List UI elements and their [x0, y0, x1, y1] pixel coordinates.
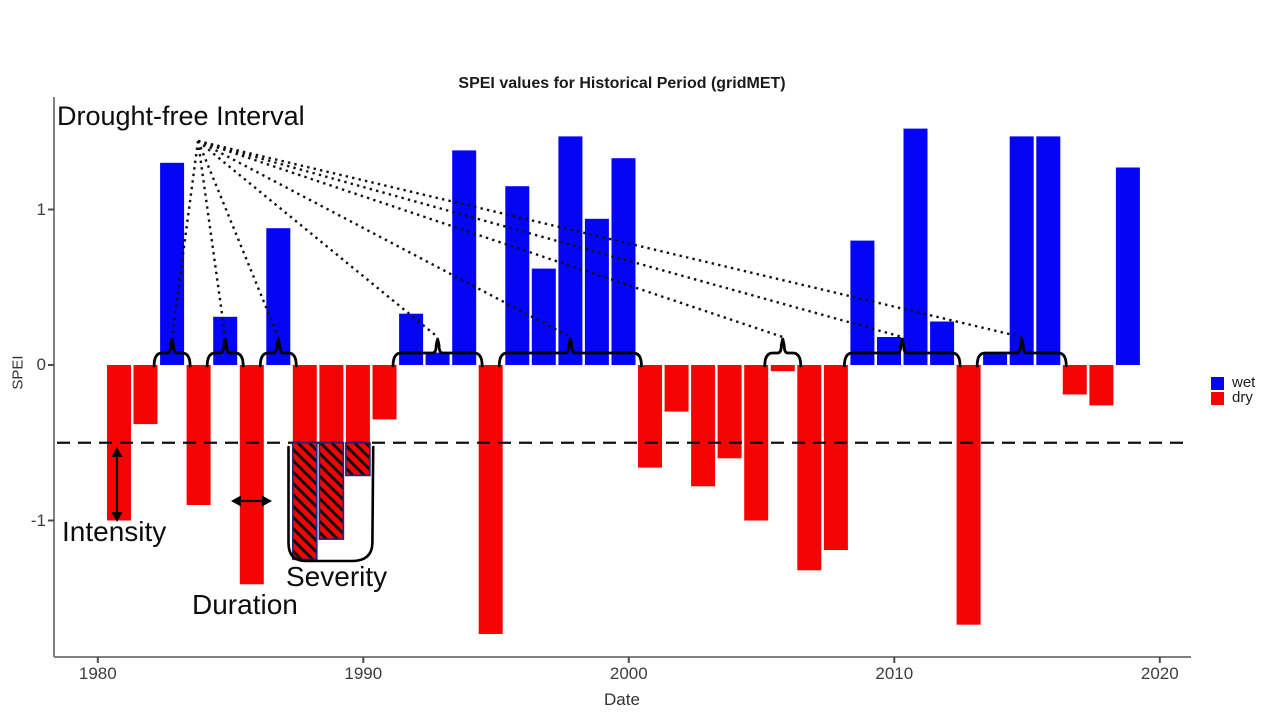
drought-free-pointer-line-1986	[196, 140, 280, 338]
severity-bracket	[287, 445, 375, 563]
interval-brace-1982-1982	[152, 337, 192, 368]
x-tick-label-1990: 1990	[344, 664, 383, 683]
bar-1982	[160, 162, 185, 365]
bar-1993	[452, 150, 477, 365]
legend: wet dry	[1211, 374, 1256, 406]
chart-title: SPEI values for Historical Period (gridM…	[458, 75, 786, 92]
bar-2018	[1115, 167, 1140, 365]
interval-brace-2013-2015	[975, 337, 1068, 368]
severity-hatch-1989	[345, 441, 371, 477]
interval-brace-2005-2005	[763, 337, 803, 368]
bar-1997	[558, 136, 583, 365]
duration-arrowhead-left	[231, 495, 241, 507]
severity-hatch-1987	[291, 441, 318, 561]
y-tick-label--1: -1	[30, 510, 46, 530]
drought-free-pointer-line-1991	[197, 140, 439, 338]
bar-1998	[584, 218, 609, 365]
bar-2016	[1062, 365, 1087, 395]
bar-1995	[505, 186, 530, 365]
bar-2002	[691, 365, 716, 487]
bar-1994	[478, 365, 503, 634]
bar-1981	[133, 365, 158, 425]
legend-item-dry: dry	[1211, 389, 1255, 406]
bar-1996	[531, 268, 556, 365]
x-axis-title: Date	[604, 690, 640, 709]
legend-label-wet: wet	[1232, 374, 1256, 391]
intensity-arrowhead-down	[111, 512, 123, 522]
y-tick-label-0: 0	[36, 355, 46, 374]
drought-free-interval-label: Drought-free Interval	[57, 101, 305, 131]
legend-label-dry: dry	[1232, 389, 1253, 406]
bar-1983	[186, 365, 211, 505]
bar-1990	[372, 365, 397, 420]
bar-2015	[1036, 136, 1061, 365]
dry-color-swatch	[1211, 391, 1224, 405]
bar-1985	[239, 365, 264, 585]
bar-2003	[717, 365, 742, 459]
drought-free-pointer-line-1984	[196, 140, 227, 338]
drought-free-pointer-line-1995	[197, 139, 571, 339]
drought-free-pointer-line-2008	[197, 139, 903, 339]
x-tick-label-1980: 1980	[78, 664, 117, 683]
bar-2005	[770, 365, 795, 372]
bar-2007	[823, 365, 848, 550]
bar-2000	[638, 365, 662, 468]
duration-label: Duration	[192, 589, 298, 620]
bar-2011	[930, 321, 955, 365]
interval-brace-1991-1993	[391, 337, 484, 368]
duration-arrowhead-right	[262, 495, 272, 507]
x-tick-label-2020: 2020	[1140, 664, 1179, 683]
bar-2010	[903, 128, 928, 365]
axes-layer	[48, 97, 1191, 663]
bar-2001	[664, 365, 689, 412]
bar-2012	[956, 365, 981, 625]
interval-brace-2008-2011	[843, 337, 962, 368]
annotation-lines-layer	[57, 139, 1185, 563]
interval-brace-1995-1999	[497, 337, 643, 368]
intensity-label: Intensity	[62, 516, 167, 547]
y-tick-label-1: 1	[36, 199, 46, 219]
bar-2008	[850, 240, 875, 365]
severity-hatch-1988	[318, 441, 345, 540]
x-tick-label-2000: 2000	[609, 664, 648, 683]
severity-label: Severity	[286, 561, 388, 592]
bar-2009	[877, 337, 901, 365]
x-tick-label-2010: 2010	[875, 664, 914, 683]
bar-2013	[983, 354, 1008, 365]
bar-2006	[797, 365, 822, 571]
bar-2017	[1089, 365, 1114, 406]
interval-brace-1986-1986	[258, 337, 298, 368]
wet-color-swatch	[1211, 376, 1224, 390]
bar-2014	[1009, 136, 1034, 365]
bars-layer	[107, 128, 1140, 634]
intensity-arrowhead-up	[111, 447, 123, 457]
drought-free-pointer-line-2013	[197, 139, 1022, 339]
interval-brace-1984-1984	[205, 337, 245, 368]
bar-1992	[425, 352, 450, 365]
legend-item-wet: wet	[1211, 374, 1256, 391]
